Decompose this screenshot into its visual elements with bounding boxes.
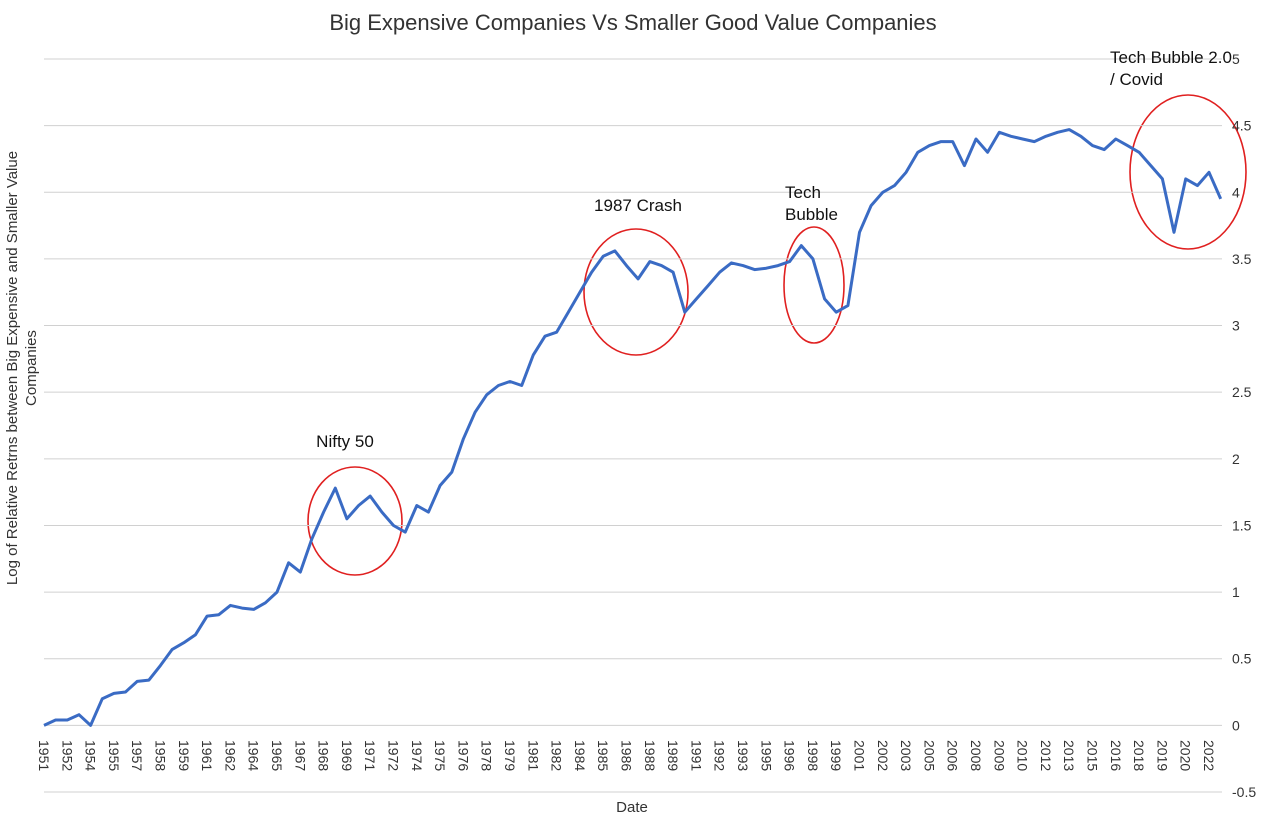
highlight-circles xyxy=(307,94,1247,576)
y-axis-label-line: Companies xyxy=(23,330,40,406)
x-tick-label: 2012 xyxy=(1038,740,1054,771)
chart-title: Big Expensive Companies Vs Smaller Good … xyxy=(329,10,936,35)
y-tick-label: 5 xyxy=(1232,51,1240,67)
x-tick-label: 2015 xyxy=(1085,740,1101,771)
x-tick-label: 1993 xyxy=(735,740,751,771)
x-tick-label: 1978 xyxy=(479,740,495,771)
x-tick-label: 1986 xyxy=(619,740,635,771)
x-tick-label: 2013 xyxy=(1061,740,1077,771)
circle xyxy=(307,466,403,576)
y-tick-label: -0.5 xyxy=(1232,784,1256,800)
y-tick-label: 4 xyxy=(1232,184,1240,200)
x-tick-label: 1969 xyxy=(339,740,355,771)
annotation: Nifty 50 xyxy=(316,432,374,451)
annotation: Tech xyxy=(785,183,821,202)
x-tick-label: 1999 xyxy=(828,740,844,771)
x-tick-label: 1967 xyxy=(292,740,308,771)
x-tick-label: 1976 xyxy=(455,740,471,771)
x-tick-label: 2022 xyxy=(1201,740,1217,771)
x-tick-label: 1991 xyxy=(688,740,704,771)
x-tick-label: 1988 xyxy=(642,740,658,771)
x-tick-label: 1971 xyxy=(362,740,378,771)
y-axis-label: Log of Relative Retrns between Big Expen… xyxy=(4,151,40,585)
x-tick-label: 1957 xyxy=(129,740,145,771)
circle xyxy=(583,228,689,356)
x-tick-label: 2016 xyxy=(1108,740,1124,771)
x-tick-label: 2019 xyxy=(1154,740,1170,771)
x-tick-label: 2020 xyxy=(1178,740,1194,771)
x-tick-label: 2009 xyxy=(991,740,1007,771)
x-tick-label: 1989 xyxy=(665,740,681,771)
y-tick-label: 2.5 xyxy=(1232,384,1252,400)
x-tick-label: 1984 xyxy=(572,740,588,771)
x-tick-label: 1981 xyxy=(525,740,541,771)
x-tick-label: 2010 xyxy=(1015,740,1031,771)
x-tick-label: 1972 xyxy=(386,740,402,771)
x-tick-label: 2018 xyxy=(1131,740,1147,771)
circle xyxy=(1129,94,1247,250)
x-tick-label: 1954 xyxy=(83,740,99,771)
circle xyxy=(783,226,845,344)
x-tick-label: 1965 xyxy=(269,740,285,771)
y-tick-label: 3 xyxy=(1232,318,1240,334)
x-axis-label: Date xyxy=(616,799,648,816)
x-tick-label: 1996 xyxy=(782,740,798,771)
x-tick-label: 1968 xyxy=(316,740,332,771)
annotation: / Covid xyxy=(1110,70,1163,89)
y-axis-label-line: Log of Relative Retrns between Big Expen… xyxy=(4,151,21,585)
x-tick-label: 2003 xyxy=(898,740,914,771)
annotation: Bubble xyxy=(785,205,838,224)
x-tick-label: 1995 xyxy=(758,740,774,771)
annotation: Tech Bubble 2.0 xyxy=(1110,48,1232,67)
y-tick-label: 4.5 xyxy=(1232,118,1252,134)
x-tick-label: 1962 xyxy=(222,740,238,771)
x-tick-label: 1958 xyxy=(153,740,169,771)
x-tick-label: 1951 xyxy=(36,740,52,771)
x-tick-label: 1961 xyxy=(199,740,215,771)
x-tick-label: 1985 xyxy=(595,740,611,771)
x-tick-label: 1952 xyxy=(59,740,75,771)
data-line xyxy=(43,128,1223,727)
x-tick-label: 1964 xyxy=(246,740,262,771)
y-tick-label: 1 xyxy=(1232,584,1240,600)
y-tick-label: 3.5 xyxy=(1232,251,1252,267)
x-tick-label: 2005 xyxy=(921,740,937,771)
x-tick-label: 2008 xyxy=(968,740,984,771)
y-tick-label: 0 xyxy=(1232,717,1240,733)
x-tick-label: 1955 xyxy=(106,740,122,771)
x-tick-label: 1959 xyxy=(176,740,192,771)
y-tick-label: 1.5 xyxy=(1232,517,1252,533)
annotation: 1987 Crash xyxy=(594,196,682,215)
x-tick-label: 2001 xyxy=(852,740,868,771)
y-tick-label: 2 xyxy=(1232,451,1240,467)
x-tick-label: 1982 xyxy=(549,740,565,771)
x-tick-label: 2002 xyxy=(875,740,891,771)
x-tick-label: 1975 xyxy=(432,740,448,771)
x-tick-label: 1998 xyxy=(805,740,821,771)
x-tick-label: 2006 xyxy=(945,740,961,771)
x-tick-label: 1974 xyxy=(409,740,425,771)
x-tick-label: 1979 xyxy=(502,740,518,771)
y-tick-label: 0.5 xyxy=(1232,651,1252,667)
x-tick-label: 1992 xyxy=(712,740,728,771)
